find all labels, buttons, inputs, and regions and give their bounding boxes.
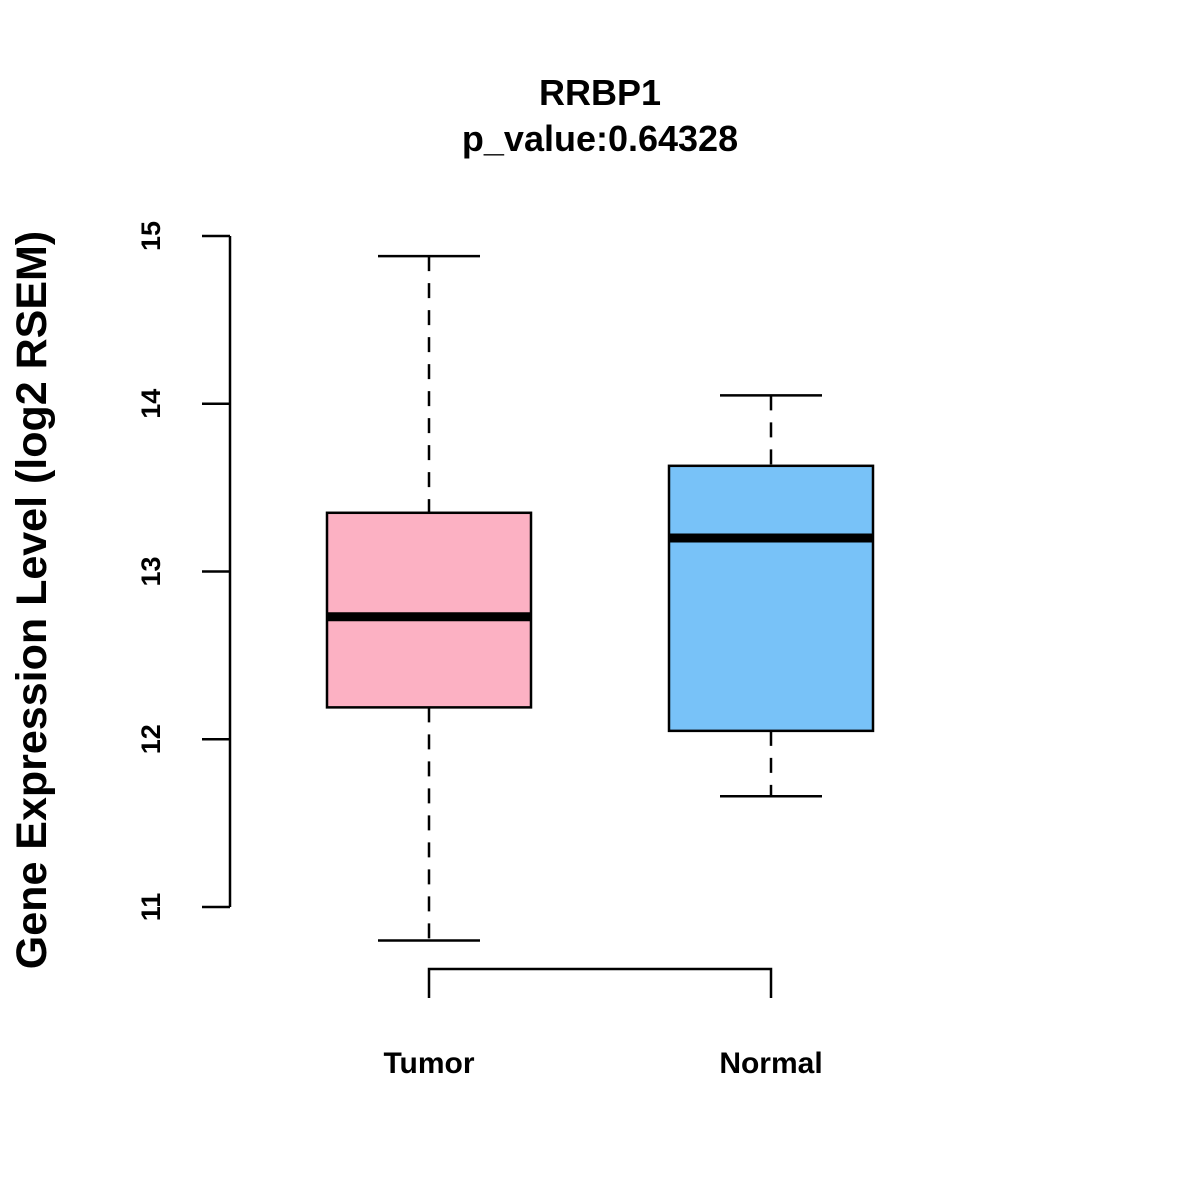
chart-subtitle: p_value:0.64328 (462, 118, 738, 159)
box-tumor: Tumor (325, 254, 533, 1080)
y-tick-label: 11 (136, 893, 166, 922)
box-normal: Normal (667, 394, 875, 1080)
plot-area: Tumor Normal (325, 254, 875, 1080)
comparison-bracket (427, 967, 773, 998)
iqr-box (325, 511, 533, 709)
iqr-box (667, 464, 875, 733)
y-tick-label: 12 (136, 724, 166, 754)
category-label: Tumor (383, 1047, 474, 1080)
y-axis: 11 12 13 14 15 (136, 221, 232, 922)
chart-title: RRBP1 (539, 72, 661, 113)
y-tick-label: 15 (136, 221, 166, 251)
category-label: Normal (719, 1047, 822, 1080)
y-tick-label: 14 (136, 389, 166, 419)
bracket-line (427, 967, 773, 998)
y-tick-label: 13 (136, 556, 166, 586)
y-axis-title: Gene Expression Level (log2 RSEM) (8, 231, 56, 969)
